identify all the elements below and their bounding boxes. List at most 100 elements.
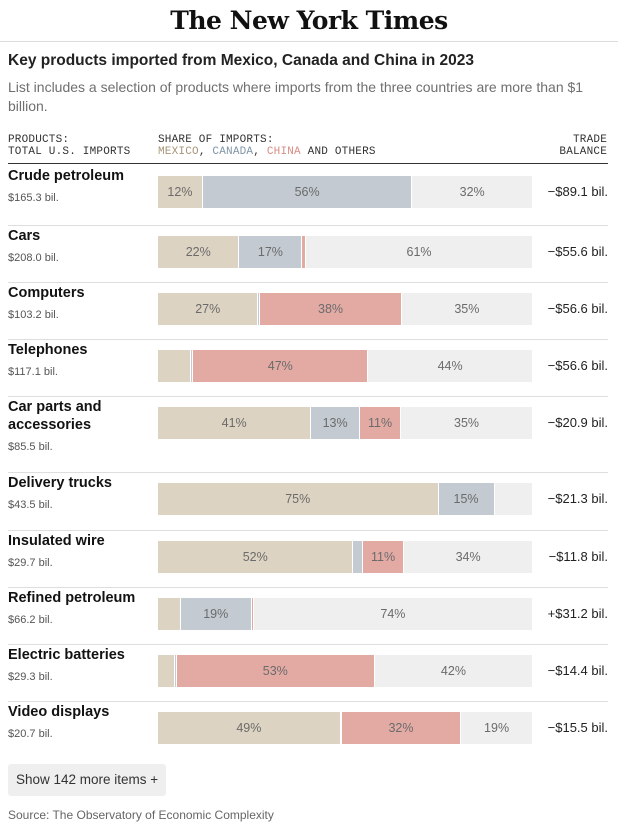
legend-china: CHINA bbox=[266, 146, 301, 158]
nyt-logo[interactable]: The New York Times bbox=[170, 6, 448, 35]
product-total-imports: $66.2 bil. bbox=[8, 614, 53, 626]
product-name: Crude petroleum bbox=[8, 168, 125, 184]
segment-label: 38% bbox=[318, 302, 344, 316]
product-total-imports: $208.0 bil. bbox=[8, 252, 59, 264]
segment-mexico: 49% bbox=[158, 712, 341, 744]
product-name: Delivery trucks bbox=[8, 475, 112, 491]
share-bar: 75% 15% bbox=[158, 483, 532, 515]
segment-others bbox=[494, 483, 532, 515]
segment-china: 38% bbox=[260, 293, 402, 325]
segment-label: 11% bbox=[370, 550, 396, 564]
segment-mexico bbox=[158, 598, 181, 630]
segment-canada: 56% bbox=[202, 176, 413, 208]
trade-balance: −$14.4 bil. bbox=[547, 663, 608, 678]
product-total-imports: $43.5 bil. bbox=[8, 499, 53, 511]
balance-header-line2: BALANCE bbox=[559, 146, 607, 158]
segment-china: 11% bbox=[359, 407, 402, 439]
trade-balance: −$20.9 bil. bbox=[547, 415, 608, 430]
balance-header-line1: TRADE bbox=[572, 134, 607, 146]
segment-canada: 13% bbox=[311, 407, 360, 439]
segment-china bbox=[251, 598, 254, 630]
segment-china bbox=[302, 236, 307, 268]
segment-label: 52% bbox=[242, 550, 268, 564]
balance-column-header: TRADE BALANCE bbox=[559, 134, 607, 158]
segment-label: 19% bbox=[484, 721, 510, 735]
segment-china: 32% bbox=[341, 712, 462, 744]
segment-label: 13% bbox=[322, 416, 348, 430]
segment-label: 19% bbox=[203, 607, 229, 621]
trade-balance: +$31.2 bil. bbox=[547, 606, 608, 621]
segment-label: 61% bbox=[406, 245, 432, 259]
product-name: Car parts and accessories bbox=[8, 399, 102, 433]
chart-row: Telephones $117.1 bil. 47% 44% −$56.6 bil. bbox=[8, 339, 608, 397]
product-name: Electric batteries bbox=[8, 647, 125, 663]
segment-mexico: 75% bbox=[158, 483, 439, 515]
chart-row: Electric batteries $29.3 bil. 53% 42% −$14.4… bbox=[8, 644, 608, 702]
masthead: The New York Times bbox=[0, 0, 618, 42]
trade-balance: −$55.6 bil. bbox=[547, 244, 608, 259]
product-total-imports: $29.7 bil. bbox=[8, 557, 53, 569]
segment-label: 27% bbox=[195, 302, 221, 316]
show-more-button[interactable]: Show 142 more items + bbox=[8, 764, 167, 796]
segment-canada bbox=[353, 541, 363, 573]
product-name: Computers bbox=[8, 285, 85, 301]
share-bar: 41% 13% 11% 35% bbox=[158, 407, 532, 439]
share-bar: 49% 32% 19% bbox=[158, 712, 532, 744]
segment-label: 49% bbox=[236, 721, 262, 735]
chart-row: Video displays $20.7 bil. 49% 32% 19% −$15.5 … bbox=[8, 701, 608, 749]
segment-mexico: 27% bbox=[158, 293, 259, 325]
source-note: Source: The Observatory of Economic Comp… bbox=[8, 808, 274, 822]
segment-canada bbox=[191, 350, 194, 382]
product-name: Telephones bbox=[8, 342, 88, 358]
product-total-imports: $29.3 bil. bbox=[8, 671, 53, 683]
segment-label: 35% bbox=[454, 302, 480, 316]
chart-row: Crude petroleum $165.3 bil. 12% 56% 32% −$89.… bbox=[8, 165, 608, 226]
segment-label: 22% bbox=[185, 245, 211, 259]
chart-row: Computers $103.2 bil. 27% 38% 35% −$56.6 bil. bbox=[8, 282, 608, 340]
segment-label: 41% bbox=[221, 416, 247, 430]
products-column-header: PRODUCTS: TOTAL U.S. IMPORTS bbox=[8, 134, 130, 158]
trade-balance: −$56.6 bil. bbox=[547, 358, 608, 373]
segment-canada bbox=[258, 293, 261, 325]
legend-sep: , bbox=[198, 146, 213, 158]
product-total-imports: $20.7 bil. bbox=[8, 728, 53, 740]
share-column-header: SHARE OF IMPORTS: MEXICO, CANADA, CHINA … bbox=[158, 134, 376, 158]
segment-others: 74% bbox=[253, 598, 532, 630]
segment-mexico bbox=[158, 350, 192, 382]
share-bar: 12% 56% 32% bbox=[158, 176, 532, 208]
segment-others: 35% bbox=[401, 293, 532, 325]
legend-sep: , bbox=[253, 146, 267, 158]
segment-others: 32% bbox=[412, 176, 532, 208]
segment-label: 53% bbox=[262, 664, 288, 678]
segment-label: 17% bbox=[257, 245, 283, 259]
trade-balance: −$11.8 bil. bbox=[548, 549, 608, 564]
segment-canada: 19% bbox=[180, 598, 252, 630]
product-name: Video displays bbox=[8, 704, 110, 720]
legend-mexico: MEXICO bbox=[158, 146, 199, 158]
trade-balance: −$21.3 bil. bbox=[547, 491, 608, 506]
segment-mexico bbox=[158, 655, 175, 687]
product-name: Refined petroleum bbox=[8, 590, 136, 606]
segment-others: 19% bbox=[461, 712, 532, 744]
share-legend: MEXICO, CANADA, CHINA AND OTHERS bbox=[158, 146, 376, 158]
segment-china: 47% bbox=[193, 350, 369, 382]
segment-mexico: 22% bbox=[158, 236, 240, 268]
segment-label: 56% bbox=[294, 185, 320, 199]
share-bar: 27% 38% 35% bbox=[158, 293, 532, 325]
share-bar: 19% 74% bbox=[158, 598, 532, 630]
segment-mexico: 41% bbox=[158, 407, 312, 439]
chart-title: Key products imported from Mexico, Canad… bbox=[8, 52, 474, 69]
share-bar: 47% 44% bbox=[158, 350, 532, 382]
legend-others: AND OTHERS bbox=[300, 146, 376, 158]
share-bar: 52% 11% 34% bbox=[158, 541, 532, 573]
segment-label: 32% bbox=[459, 185, 485, 199]
legend-canada: CANADA bbox=[212, 146, 254, 158]
segment-canada: 17% bbox=[239, 236, 303, 268]
segment-china: 11% bbox=[362, 541, 405, 573]
segment-label: 35% bbox=[454, 416, 480, 430]
segment-canada: 15% bbox=[438, 483, 495, 515]
segment-others: 44% bbox=[368, 350, 532, 382]
segment-label: 42% bbox=[440, 664, 466, 678]
segment-mexico: 52% bbox=[158, 541, 354, 573]
segment-label: 15% bbox=[453, 492, 479, 506]
